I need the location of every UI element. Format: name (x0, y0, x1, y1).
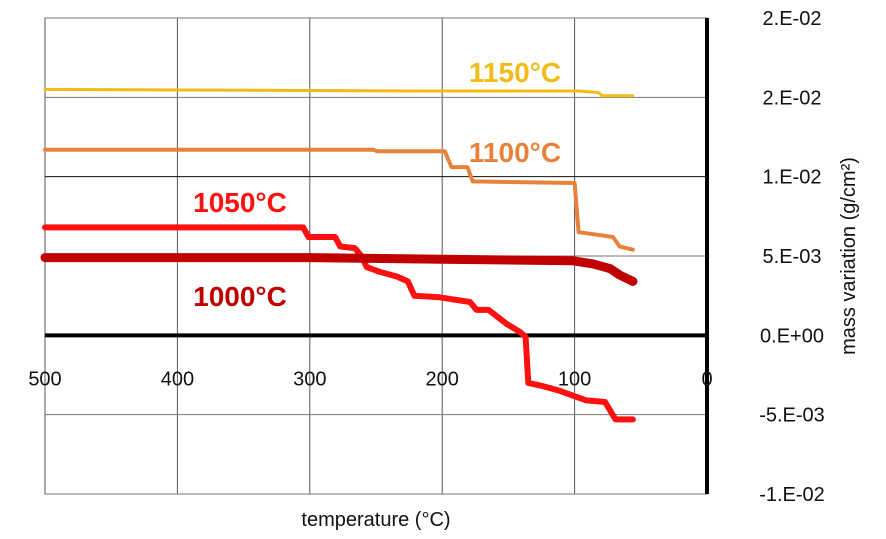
series-label-1150c: 1150°C (469, 57, 561, 88)
y-tick-label: -5.E-03 (759, 405, 825, 427)
x-tick-label: 300 (293, 368, 326, 390)
y-tick-label: 1.E-02 (763, 167, 822, 189)
x-axis-title: temperature (°C) (301, 509, 450, 531)
x-tick-label: 500 (28, 368, 61, 390)
y-tick-label: 2.E-02 (763, 87, 822, 109)
series-label-1000c: 1000°C (193, 281, 287, 312)
series-line-1050c (42, 224, 636, 423)
series-line-1000c (40, 253, 638, 286)
y-tick-label: -1.E-02 (759, 484, 825, 506)
x-tick-label: 200 (426, 368, 459, 390)
x-tick-label: 0 (701, 368, 712, 390)
y-axis-title: mass variation (g/cm²) (838, 157, 860, 355)
series-label-1050c: 1050°C (193, 187, 287, 218)
y-tick-label: 5.E-03 (763, 246, 822, 268)
x-tick-label: 100 (558, 368, 591, 390)
x-tick-label: 400 (161, 368, 194, 390)
y-tick-label: 0.E+00 (760, 325, 824, 347)
series-line-1100c (43, 147, 635, 252)
series-label-1100c: 1100°C (469, 137, 561, 168)
series-line-1150c (43, 87, 635, 98)
y-tick-label: 2.E-02 (763, 8, 822, 30)
